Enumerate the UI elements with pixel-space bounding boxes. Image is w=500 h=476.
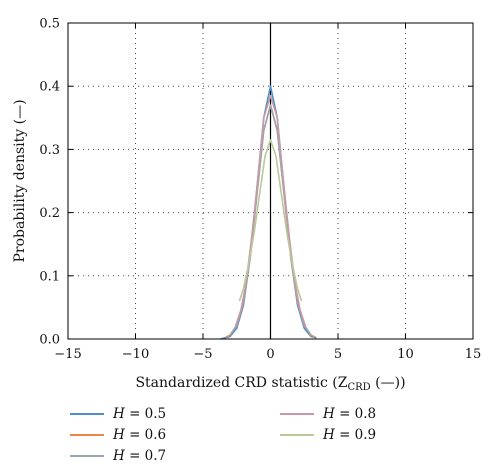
tick-labels: −15 −10 −5 0 5 10 15 0.0 0.1 0.2 0.3 0.4 0.5 [39,17,481,363]
y-tick-label: 0.0 [39,333,60,348]
series-line-5 [238,139,303,302]
tick-marks [67,22,474,340]
legend-item: H = 0.7 [70,446,166,466]
x-tick-label: 5 [334,347,342,362]
series-group [220,85,317,340]
y-tick-label: 0.1 [39,269,60,284]
legend-swatch [70,455,104,457]
x-axis-title-subscript: CRD [348,382,371,393]
series-line-4 [234,94,307,327]
legend-label: H = 0.7 [113,448,167,464]
legend-label: H = 0.5 [113,406,167,422]
legend-variable: H [323,406,335,422]
x-axis-title: Standardized CRD statistic (ZCRD (—)) [135,375,405,393]
legend-swatch [280,413,314,415]
legend-variable: H [113,448,125,464]
legend-item: H = 0.8 [280,404,376,424]
legend-swatch [280,434,314,436]
y-tick-label: 0.5 [39,17,60,32]
x-tick-label: −5 [193,347,212,362]
legend-label: H = 0.6 [113,427,167,443]
legend-label: H = 0.9 [323,427,377,443]
legend-item: H = 0.5 [70,404,166,424]
y-tick-label: 0.3 [39,143,60,158]
y-tick-label: 0.2 [39,206,60,221]
legend-variable: H [113,406,125,422]
legend-variable: H [323,427,335,443]
x-tick-label: 15 [465,347,482,362]
x-tick-label: −10 [122,347,149,362]
x-axis-title-unit: (—)) [371,375,406,391]
legend: H = 0.5 H = 0.6 H = 0.7 H = 0.8 H = 0.9 [70,404,490,468]
legend-item: H = 0.6 [70,425,166,445]
legend-item: H = 0.9 [280,425,376,445]
x-tick-label: −15 [54,347,81,362]
legend-swatch [70,434,104,436]
legend-swatch [70,413,104,415]
series-line-3 [229,104,312,336]
legend-label: H = 0.8 [323,406,377,422]
x-tick-label: 10 [397,347,414,362]
x-axis-title-main: Standardized CRD statistic (Z [135,375,347,391]
y-tick-label: 0.4 [39,80,60,95]
y-axis-title: Probability density (—) [12,99,28,262]
legend-variable: H [113,427,125,443]
x-tick-label: 0 [266,347,274,362]
